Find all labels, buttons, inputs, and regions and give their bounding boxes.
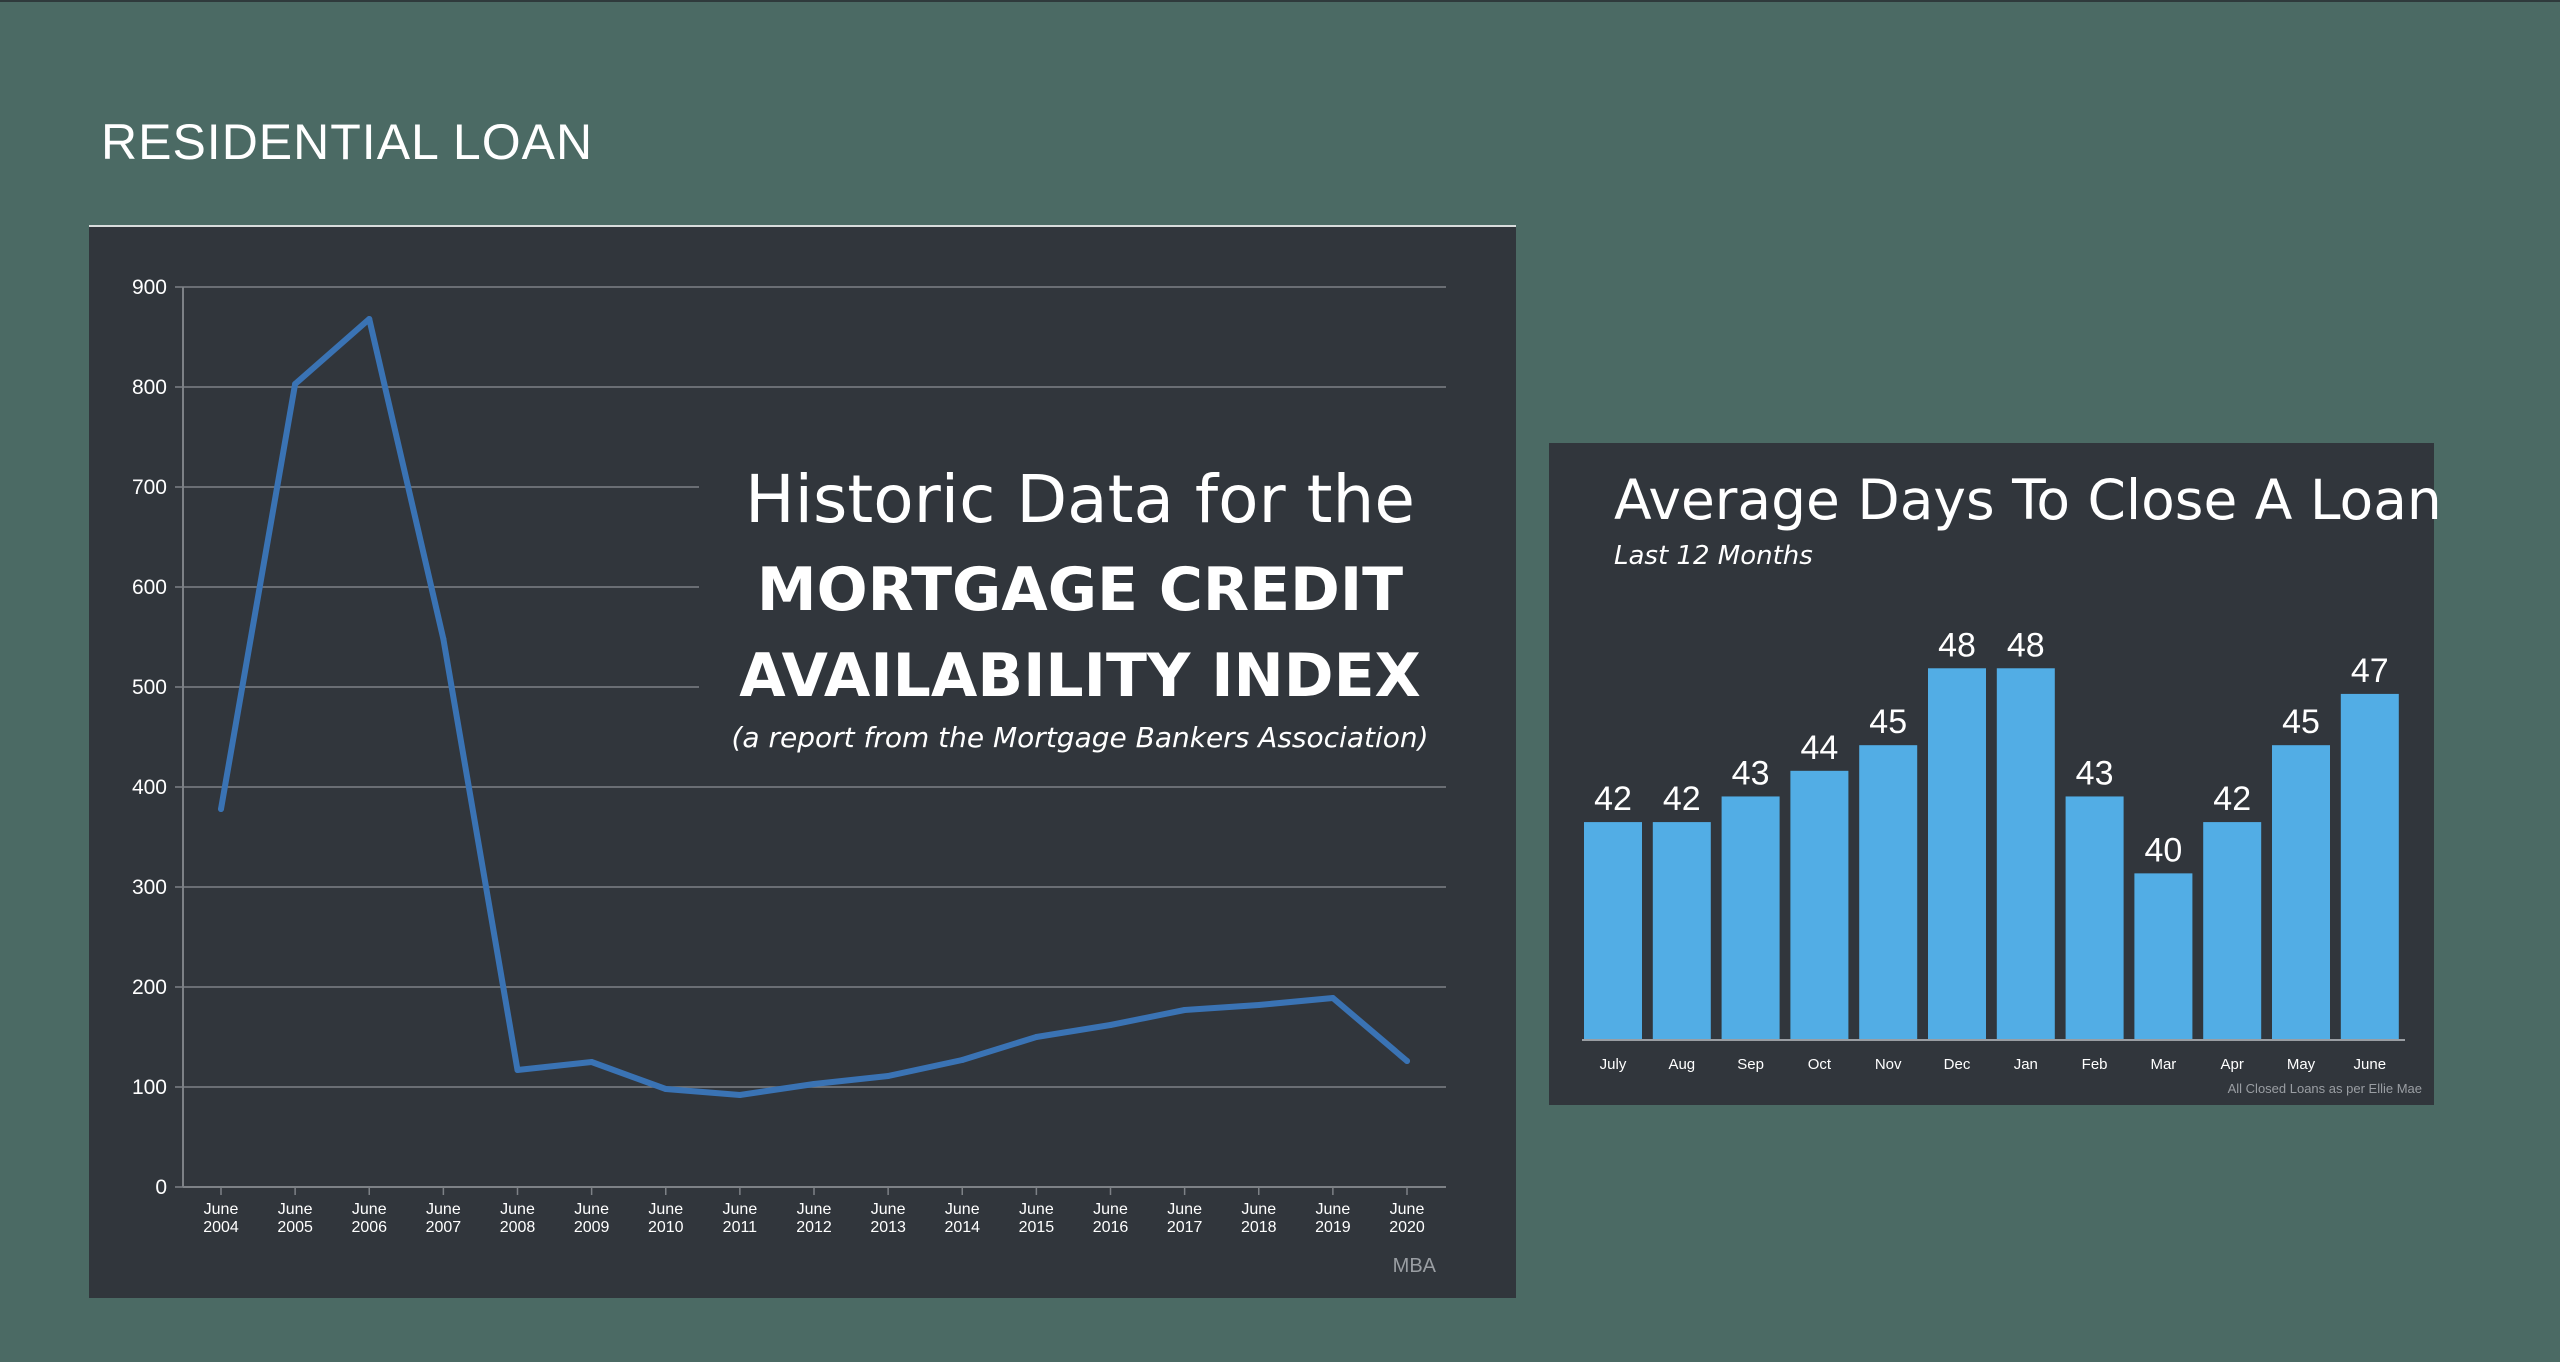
mcai-data-point	[662, 1086, 669, 1092]
bar-value-label: 45	[2282, 703, 2320, 741]
days-bar	[1859, 745, 1918, 1040]
x-tick-label: June 2004	[203, 1201, 239, 1236]
days-to-close-panel: 42 42 43 44 45 48 48 43 40 42 45 47 July Aug Sep Oct No…	[1549, 443, 2434, 1105]
x-tick-label: June 2010	[648, 1201, 684, 1236]
mcai-line-chart: 0 100 200 300 400 500 600 700 800 900 June 2004 Jun…	[132, 276, 1446, 1277]
x-tick-label: June 2019	[1315, 1201, 1351, 1236]
mcai-data-point	[885, 1073, 892, 1079]
mcai-data-point	[218, 806, 224, 812]
mcai-data-point	[1404, 1058, 1410, 1064]
days-bar	[1584, 822, 1642, 1040]
bar-category-label: Mar	[2150, 1056, 2176, 1073]
days-bar	[1652, 822, 1711, 1040]
mcai-heading-line2: MORTGAGE CREDIT	[756, 555, 1404, 625]
y-tick-label: 400	[132, 776, 167, 799]
x-tick-label: June 2005	[277, 1201, 313, 1236]
x-tick-label: June 2017	[1167, 1201, 1203, 1236]
bar-category-label: July	[1600, 1056, 1627, 1073]
bar-value-label: 43	[1732, 754, 1770, 792]
mcai-data-point	[514, 1067, 521, 1073]
bar-category-label: June	[2354, 1056, 2387, 1073]
panel-top-rule	[89, 225, 1516, 227]
y-tick-label: 100	[132, 1076, 167, 1099]
bar-value-label: 44	[1800, 729, 1838, 767]
mcai-data-point	[1033, 1034, 1040, 1040]
bar-category-label: Feb	[2082, 1056, 2108, 1073]
mcai-data-point	[811, 1081, 817, 1087]
top-border	[0, 0, 2560, 2]
bar-value-label: 42	[1663, 780, 1701, 818]
days-to-close-subtitle: Last 12 Months	[1614, 541, 1813, 571]
x-tick-label: June 2018	[1241, 1201, 1277, 1236]
bar-category-label: Aug	[1668, 1056, 1695, 1073]
bar-value-label: 48	[1938, 626, 1976, 664]
x-tick-label: June 2006	[351, 1201, 387, 1236]
mcai-data-point	[959, 1057, 966, 1063]
mcai-heading-line3: AVAILABILITY INDEX	[739, 641, 1421, 711]
days-bar	[1790, 770, 1849, 1040]
days-bar	[1996, 668, 2055, 1040]
bar-value-label: 42	[2213, 780, 2251, 818]
y-tick-label: 0	[155, 1176, 167, 1199]
page-title: RESIDENTIAL LOAN	[101, 114, 594, 170]
bar-category-label: Apr	[2221, 1056, 2244, 1073]
bar-value-label: 48	[2007, 626, 2045, 664]
x-tick-label: June 2009	[574, 1201, 610, 1236]
y-tick-label: 800	[132, 376, 167, 399]
bar-category-label: Nov	[1875, 1056, 1902, 1073]
x-tick-label: June 2012	[796, 1201, 832, 1236]
mcai-subtitle: (a report from the Mortgage Bankers Asso…	[731, 721, 1429, 754]
days-bar	[2065, 796, 2124, 1040]
mcai-data-point	[736, 1092, 743, 1098]
mcai-data-point	[1329, 995, 1336, 1001]
bar-category-label: Oct	[1808, 1056, 1832, 1073]
mcai-data-point	[1255, 1002, 1262, 1008]
y-tick-label: 500	[132, 676, 167, 699]
mcai-data-point	[440, 636, 447, 642]
mcai-data-point	[292, 381, 299, 387]
x-tick-label: June 2011	[723, 1201, 758, 1236]
y-tick-label: 300	[132, 876, 167, 899]
mba-source-label: MBA	[1393, 1255, 1437, 1277]
bar-category-label: Jan	[2014, 1056, 2038, 1073]
x-tick-label: June 2008	[500, 1201, 536, 1236]
bar-category-label: Sep	[1737, 1056, 1764, 1073]
ellie-mae-source-label: All Closed Loans as per Ellie Mae	[2228, 1081, 2422, 1096]
y-tick-label: 700	[132, 476, 167, 499]
bar-value-label: 45	[1869, 703, 1907, 741]
x-tick-label: June 2020	[1389, 1201, 1425, 1236]
bar-value-label: 40	[2144, 831, 2182, 869]
x-tick-label: June 2013	[870, 1201, 906, 1236]
x-tick-label: June 2015	[1019, 1201, 1055, 1236]
bar-value-label: 43	[2076, 754, 2114, 792]
mcai-data-point	[1181, 1007, 1188, 1013]
days-bar	[1928, 668, 1986, 1040]
days-bar	[2203, 822, 2262, 1040]
y-tick-label: 200	[132, 976, 167, 999]
days-to-close-title: Average Days To Close A Loan	[1614, 468, 2442, 532]
mcai-data-point	[366, 316, 373, 322]
bar-category-label: May	[2287, 1056, 2316, 1073]
days-bar	[2340, 693, 2399, 1040]
y-tick-label: 900	[132, 276, 167, 299]
x-tick-label: June 2007	[426, 1201, 462, 1236]
mcai-chart-panel: 0 100 200 300 400 500 600 700 800 900 June 2004 Jun…	[89, 225, 1516, 1298]
bar-category-label: Dec	[1944, 1056, 1971, 1073]
days-bar	[2134, 873, 2193, 1040]
y-tick-label: 600	[132, 576, 167, 599]
mcai-data-point	[1107, 1022, 1114, 1028]
x-tick-label: June 2014	[944, 1201, 980, 1236]
days-to-close-bar-chart: 42 42 43 44 45 48 48 43 40 42 45 47 July Aug Sep Oct No…	[1582, 626, 2422, 1096]
bar-value-label: 42	[1594, 780, 1632, 818]
days-bar	[1721, 796, 1780, 1040]
x-tick-label: June 2016	[1093, 1201, 1129, 1236]
mcai-heading-line1: Historic Data for the	[745, 461, 1415, 538]
days-bar	[2272, 745, 2330, 1040]
mcai-data-point	[588, 1059, 595, 1065]
bar-value-label: 47	[2351, 652, 2389, 690]
